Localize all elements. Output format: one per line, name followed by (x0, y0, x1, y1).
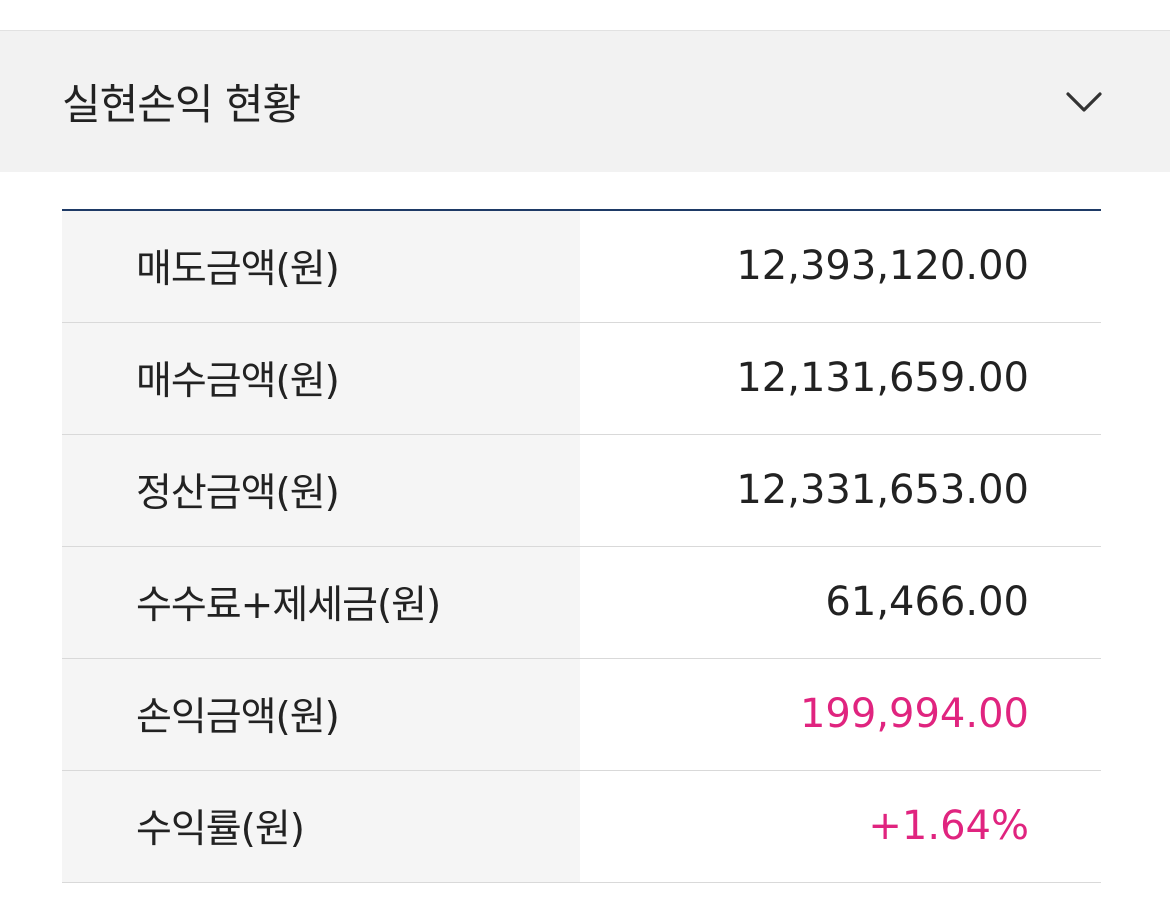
section-title: 실현손익 현황 (62, 80, 301, 129)
buy-amount-value: 12,131,659.00 (736, 355, 1029, 401)
table-row-buy-amount: 매수금액(원) 12,131,659.00 (62, 322, 1101, 434)
section-header-toggle[interactable]: 실현손익 현황 (0, 30, 1170, 172)
row-label: 수수료+제세금(원) (62, 546, 580, 658)
row-label: 정산금액(원) (62, 434, 580, 546)
table-row-fees-taxes: 수수료+제세금(원) 61,466.00 (62, 546, 1101, 658)
fees-taxes-value: 61,466.00 (825, 579, 1029, 625)
row-label: 매도금액(원) (62, 210, 580, 322)
table-row-return-rate: 수익률(원) +1.64% (62, 770, 1101, 882)
chevron-down-icon[interactable] (1066, 84, 1102, 120)
row-label: 매수금액(원) (62, 322, 580, 434)
row-label: 손익금액(원) (62, 658, 580, 770)
row-label: 수익률(원) (62, 770, 580, 882)
table-row-profit-loss: 손익금액(원) 199,994.00 (62, 658, 1101, 770)
return-rate-value: +1.64% (868, 803, 1029, 849)
sell-amount-value: 12,393,120.00 (736, 243, 1029, 290)
table-row-sell-amount: 매도금액(원) 12,393,120.00 (62, 210, 1101, 322)
table-row-settlement-amount: 정산금액(원) 12,331,653.00 (62, 434, 1101, 546)
settlement-amount-value: 12,331,653.00 (736, 467, 1029, 513)
realized-pnl-table: 매도금액(원) 12,393,120.00 매수금액(원) 12,131,659… (62, 209, 1101, 883)
profit-loss-value: 199,994.00 (799, 691, 1029, 737)
